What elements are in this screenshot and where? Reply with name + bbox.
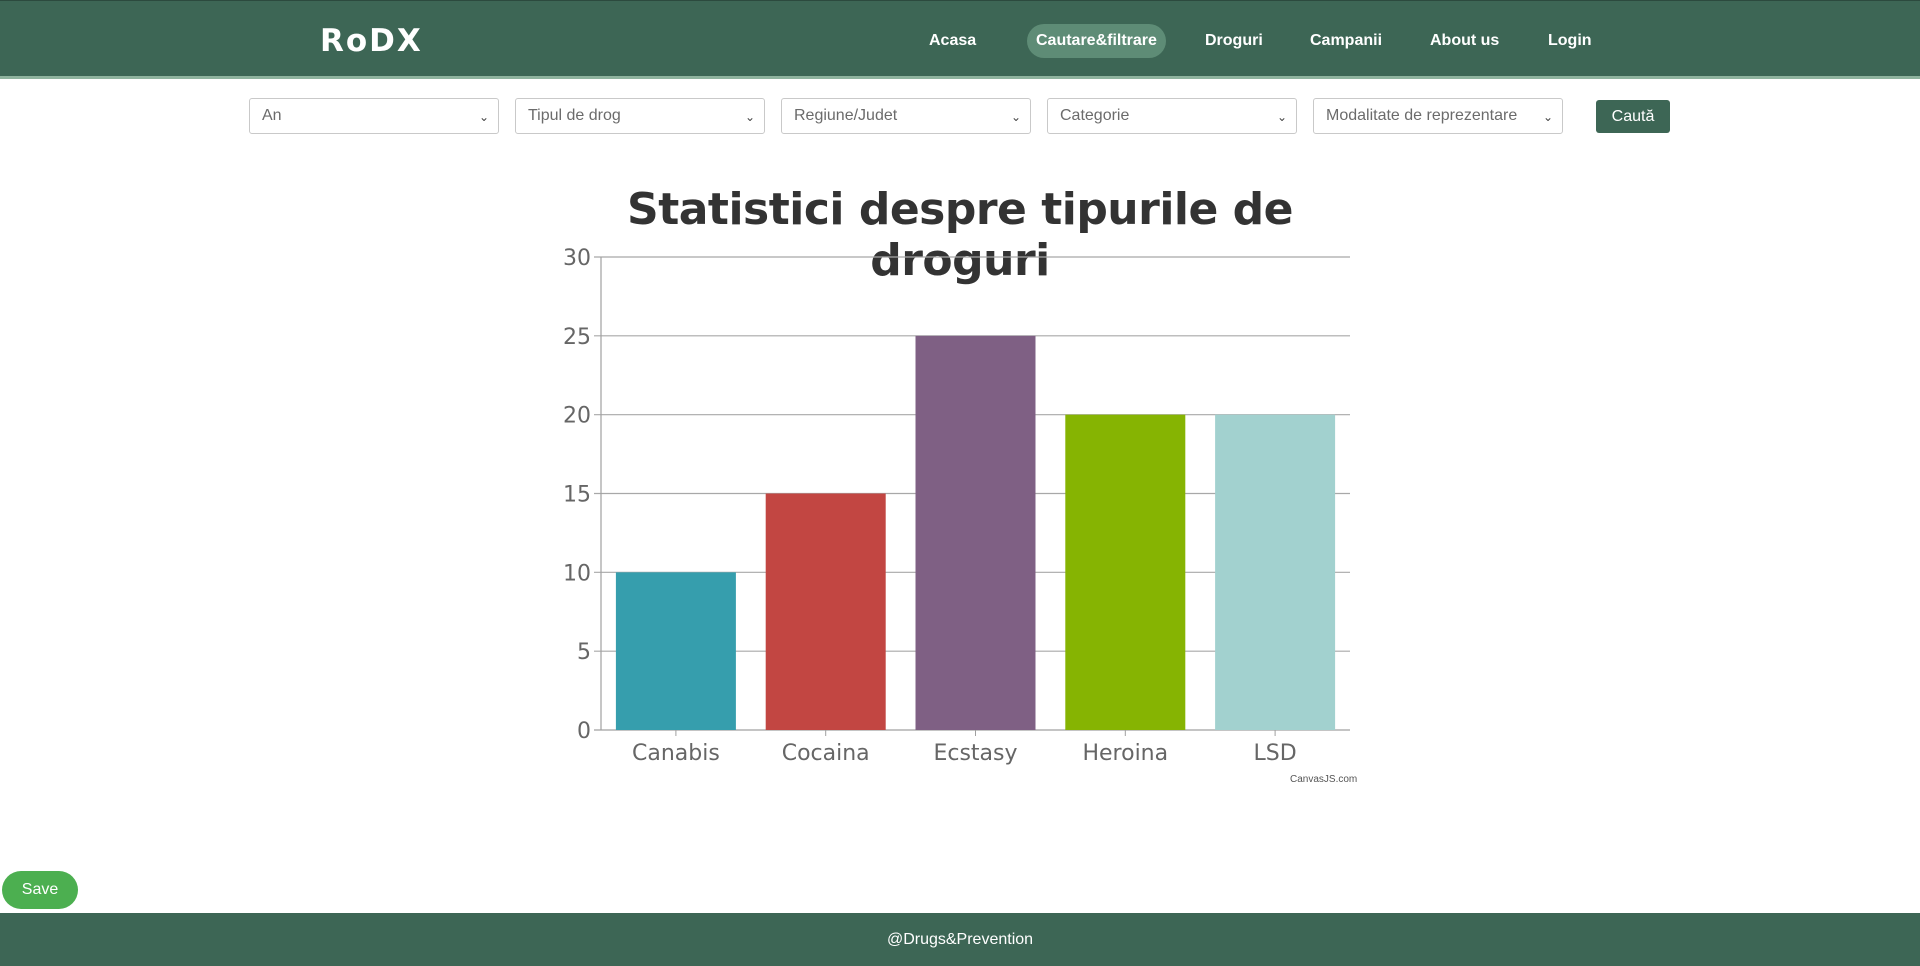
region-select-value: Regiune/Judet: [794, 107, 898, 124]
top-navbar: RoDX Acasa Cautare&filtrare Droguri Camp…: [0, 0, 1920, 79]
site-logo[interactable]: RoDX: [320, 23, 423, 59]
save-button[interactable]: Save: [2, 871, 78, 909]
nav-item-login[interactable]: Login: [1548, 32, 1592, 49]
representation-select[interactable]: Modalitate de reprezentare ⌄: [1313, 98, 1563, 134]
region-select[interactable]: Regiune/Judet ⌄: [781, 98, 1031, 134]
chevron-down-icon: ⌄: [1542, 110, 1553, 124]
y-tick-label: 25: [563, 325, 591, 350]
footer-text: @Drugs&Prevention: [886, 931, 1034, 948]
drug-type-select[interactable]: Tipul de drog ⌄: [515, 98, 765, 134]
x-tick-label: Heroina: [1082, 741, 1168, 766]
drug-type-select-value: Tipul de drog: [528, 107, 621, 124]
chevron-down-icon: ⌄: [478, 110, 489, 124]
year-select-value: An: [262, 107, 282, 124]
chart-title: Statistici despre tipurile de droguri: [627, 184, 1294, 286]
search-button[interactable]: Caută: [1596, 100, 1670, 133]
category-select-value: Categorie: [1060, 107, 1130, 124]
bar-cocaina: [765, 493, 886, 730]
nav-item-cautare-filtrare[interactable]: Cautare&filtrare: [1027, 24, 1166, 58]
year-select[interactable]: An ⌄: [249, 98, 499, 134]
bar-canabis: [615, 572, 736, 730]
nav-item-acasa[interactable]: Acasa: [929, 32, 977, 49]
x-tick-label: LSD: [1254, 741, 1297, 766]
filter-bar: An ⌄ Tipul de drog ⌄ Regiune/Judet ⌄ Cat…: [0, 98, 1920, 134]
category-select[interactable]: Categorie ⌄: [1047, 98, 1297, 134]
y-tick-label: 0: [577, 719, 591, 744]
nav-item-droguri[interactable]: Droguri: [1205, 32, 1263, 49]
x-tick-label: Canabis: [632, 741, 720, 766]
y-tick-label: 5: [577, 640, 591, 665]
nav-item-campanii[interactable]: Campanii: [1310, 32, 1383, 49]
bar-lsd: [1215, 414, 1336, 730]
chevron-down-icon: ⌄: [744, 110, 755, 124]
x-tick-label: Cocaina: [782, 741, 870, 766]
chevron-down-icon: ⌄: [1276, 110, 1287, 124]
nav-item-about-us[interactable]: About us: [1430, 32, 1500, 49]
bar-heroina: [1065, 414, 1186, 730]
y-tick-label: 30: [563, 246, 591, 271]
representation-select-value: Modalitate de reprezentare: [1326, 107, 1518, 124]
chart-credit[interactable]: CanvasJS.com: [1290, 774, 1358, 785]
y-tick-label: 15: [563, 483, 591, 508]
x-tick-label: Ecstasy: [933, 741, 1017, 766]
chevron-down-icon: ⌄: [1010, 110, 1021, 124]
footer: @Drugs&Prevention: [0, 913, 1920, 966]
y-tick-label: 20: [563, 404, 591, 429]
bar-ecstasy: [915, 335, 1036, 730]
y-tick-label: 10: [563, 561, 591, 586]
